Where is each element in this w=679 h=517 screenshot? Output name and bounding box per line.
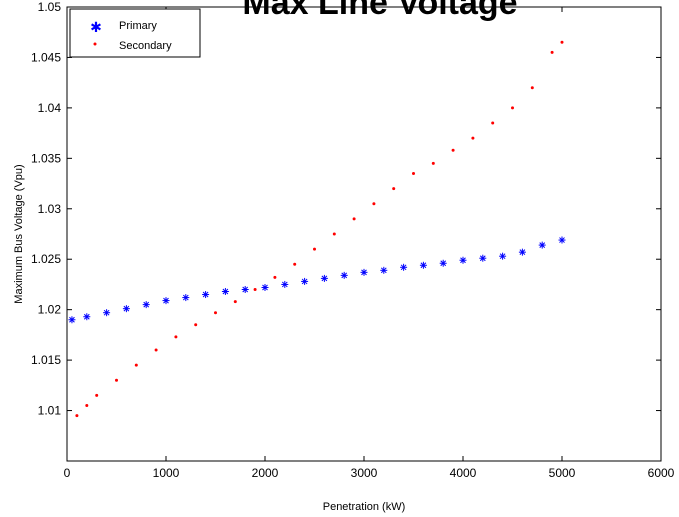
primary-data-point [439, 259, 447, 267]
primary-data-point [122, 305, 130, 313]
primary-data-point [459, 256, 467, 264]
secondary-data-point [233, 300, 237, 304]
primary-data-point [68, 316, 76, 324]
legend-box [69, 8, 201, 58]
secondary-data-point [530, 86, 534, 90]
x-tick-label: 4000 [450, 466, 477, 480]
primary-data-point [340, 271, 348, 279]
secondary-data-point [511, 106, 514, 110]
secondary-data-point [372, 202, 376, 206]
primary-data-point [360, 268, 368, 276]
legend-secondary-marker-icon [93, 42, 97, 46]
secondary-data-point [431, 161, 435, 165]
ticks-layer: 0 1000 2000 3000 4000 5000 6000 1.01 1.015 1.02 1.… [31, 0, 675, 480]
secondary-data-point [491, 121, 495, 125]
secondary-data-point [313, 247, 316, 251]
x-tick-label: 2000 [252, 466, 279, 480]
y-tick-label: 1.015 [31, 353, 61, 367]
legend-primary-marker-icon: ✱ [90, 20, 102, 36]
primary-data-point [499, 252, 507, 260]
primary-data-point [241, 285, 249, 293]
primary-data-point [479, 254, 487, 262]
y-tick-label: 1.05 [38, 0, 62, 14]
secondary-data-point [392, 187, 396, 191]
secondary-data-point [174, 335, 178, 339]
legend: ✱ Primary Secondary [69, 8, 201, 58]
x-tick-label: 6000 [648, 466, 675, 480]
primary-data-point [83, 313, 91, 321]
primary-data-point [182, 294, 190, 302]
primary-data-point [142, 301, 150, 309]
y-tick-label: 1.02 [38, 303, 62, 317]
primary-data-point [320, 274, 328, 282]
secondary-data-point [95, 393, 99, 397]
primary-data-point [558, 236, 566, 244]
data-points-layer [68, 40, 566, 418]
primary-data-point [518, 248, 526, 256]
secondary-data-point [75, 414, 79, 418]
y-tick-label: 1.04 [38, 101, 62, 115]
secondary-data-point [194, 323, 198, 327]
primary-data-point [162, 297, 170, 305]
secondary-data-point [471, 136, 475, 140]
secondary-data-point [332, 232, 336, 236]
primary-data-point [380, 266, 388, 274]
chart-title: Max Line Voltage [242, 0, 517, 22]
primary-data-point [400, 263, 408, 271]
secondary-data-point [85, 404, 89, 408]
secondary-data-point [550, 50, 554, 54]
secondary-data-point [451, 148, 455, 152]
primary-data-point [301, 277, 309, 285]
secondary-data-point [214, 311, 217, 315]
primary-data-point [221, 288, 229, 296]
secondary-data-point [253, 287, 257, 291]
x-tick-label: 0 [64, 466, 71, 480]
y-axis-label: Maximum Bus Voltage (Vpu) [13, 164, 25, 303]
secondary-data-point [293, 262, 297, 266]
secondary-data-point [273, 275, 277, 279]
secondary-data-point [134, 363, 138, 367]
primary-data-point [538, 241, 546, 249]
primary-data-point [281, 280, 289, 288]
x-tick-label: 5000 [549, 466, 576, 480]
y-tick-label: 1.01 [38, 404, 62, 418]
legend-primary-label: Primary [119, 20, 157, 32]
y-tick-label: 1.025 [31, 252, 61, 266]
primary-data-point [202, 291, 210, 299]
legend-secondary-label: Secondary [119, 40, 172, 52]
x-axis-label: Penetration (kW) [323, 501, 406, 513]
secondary-data-point [115, 378, 118, 382]
primary-data-point [103, 309, 111, 317]
secondary-data-point [154, 348, 158, 352]
primary-data-point [419, 261, 427, 269]
y-tick-label: 1.03 [38, 202, 62, 216]
y-tick-label: 1.035 [31, 151, 61, 165]
secondary-data-point [560, 40, 564, 44]
secondary-data-point [352, 217, 356, 221]
x-tick-label: 1000 [153, 466, 180, 480]
x-tick-label: 3000 [351, 466, 378, 480]
primary-data-point [261, 283, 269, 291]
secondary-data-point [412, 171, 415, 175]
y-tick-label: 1.045 [31, 50, 61, 64]
